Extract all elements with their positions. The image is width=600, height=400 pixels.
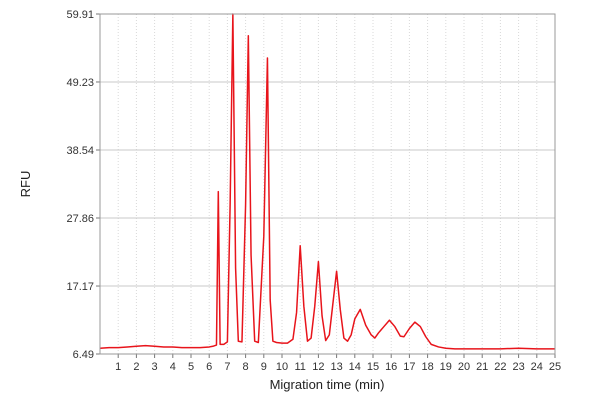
plot-area [100, 14, 555, 354]
x-tick-label: 10 [276, 361, 288, 373]
y-axis-ticks: 6.49 17.17 27.86 38.54 49.23 59.91 [66, 9, 100, 361]
y-tick-label: 27.86 [66, 213, 94, 225]
x-tick-label: 22 [494, 361, 506, 373]
y-tick-label: 17.17 [66, 281, 94, 293]
x-tick-label: 4 [170, 361, 176, 373]
x-tick-label: 2 [133, 361, 139, 373]
y-tick-label: 49.23 [66, 77, 94, 89]
x-tick-label: 21 [476, 361, 488, 373]
y-tick-label: 59.91 [66, 9, 94, 21]
x-tick-label: 23 [512, 361, 524, 373]
x-tick-label: 25 [549, 361, 561, 373]
x-tick-label: 5 [188, 361, 194, 373]
x-tick-label: 8 [243, 361, 249, 373]
y-axis-label: RFU [18, 171, 33, 198]
series-line [99, 13, 555, 350]
x-tick-label: 7 [224, 361, 230, 373]
x-tick-label: 12 [312, 361, 324, 373]
x-tick-label: 24 [531, 361, 543, 373]
x-tick-label: 6 [206, 361, 212, 373]
x-axis-ticks: 1 2 3 4 5 6 7 8 9 10 11 12 13 14 15 16 17 18 19 20 21 22 23 24 2… [115, 354, 561, 373]
x-tick-label: 19 [440, 361, 452, 373]
x-tick-label: 20 [458, 361, 470, 373]
x-tick-label: 1 [115, 361, 121, 373]
x-tick-label: 16 [385, 361, 397, 373]
x-tick-label: 17 [403, 361, 415, 373]
x-tick-label: 3 [152, 361, 158, 373]
x-tick-label: 9 [261, 361, 267, 373]
x-axis-label: Migration time (min) [270, 377, 385, 392]
x-tick-label: 15 [367, 361, 379, 373]
x-tick-label: 11 [294, 361, 305, 373]
y-tick-label: 6.49 [73, 349, 94, 361]
x-tick-label: 14 [349, 361, 361, 373]
x-tick-label: 13 [330, 361, 342, 373]
plot-frame [99, 13, 556, 355]
x-tick-label: 18 [421, 361, 433, 373]
y-tick-label: 38.54 [66, 145, 94, 157]
